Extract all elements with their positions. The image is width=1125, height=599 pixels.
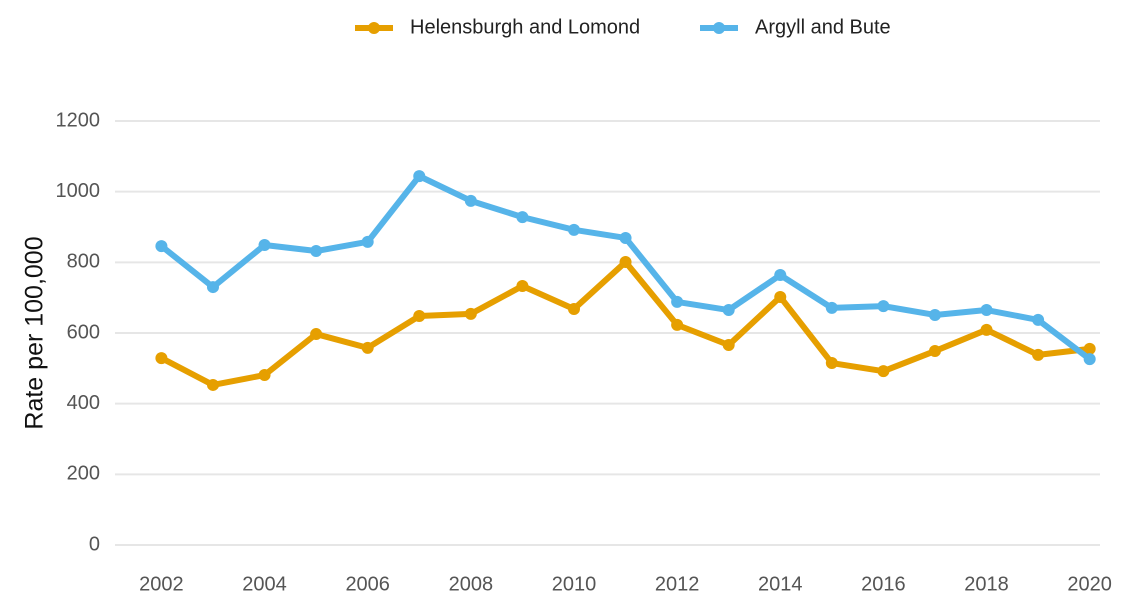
data-point bbox=[567, 223, 580, 236]
data-point bbox=[361, 235, 374, 248]
y-axis-label: Rate per 100,000 bbox=[21, 236, 49, 429]
data-point bbox=[310, 245, 323, 258]
data-point bbox=[155, 240, 168, 253]
data-point bbox=[310, 328, 323, 341]
data-point bbox=[619, 255, 632, 268]
x-tick-label: 2018 bbox=[964, 573, 1009, 595]
x-tick-label: 2014 bbox=[758, 573, 803, 595]
data-point bbox=[413, 170, 426, 183]
y-tick-label: 800 bbox=[67, 251, 100, 273]
data-point bbox=[928, 345, 941, 358]
y-tick-label: 400 bbox=[67, 392, 100, 414]
data-point bbox=[1032, 348, 1045, 361]
data-point bbox=[567, 302, 580, 315]
y-tick-label: 1000 bbox=[56, 180, 101, 202]
data-point bbox=[722, 304, 735, 317]
data-point bbox=[206, 281, 219, 294]
data-point bbox=[1032, 313, 1045, 326]
data-point bbox=[516, 280, 529, 293]
data-point bbox=[774, 269, 787, 282]
y-tick-label: 200 bbox=[67, 463, 100, 485]
x-tick-label: 2012 bbox=[655, 573, 700, 595]
data-point bbox=[516, 211, 529, 224]
legend-label: Argyll and Bute bbox=[755, 16, 891, 38]
x-tick-label: 2008 bbox=[449, 573, 494, 595]
y-tick-label: 1200 bbox=[56, 109, 101, 131]
data-point bbox=[877, 300, 890, 313]
data-point bbox=[361, 341, 374, 354]
legend-swatch-dot bbox=[368, 22, 380, 34]
data-point bbox=[825, 301, 838, 314]
series-line bbox=[160, 258, 1091, 388]
x-tick-label: 2010 bbox=[552, 573, 597, 595]
data-point bbox=[671, 295, 684, 308]
data-point bbox=[619, 231, 632, 244]
data-point bbox=[671, 318, 684, 331]
x-tick-label: 2006 bbox=[345, 573, 390, 595]
data-point bbox=[464, 307, 477, 320]
x-tick-label: 2020 bbox=[1067, 573, 1112, 595]
data-point bbox=[722, 339, 735, 352]
x-tick-label: 2004 bbox=[242, 573, 287, 595]
data-point bbox=[980, 304, 993, 317]
data-point bbox=[825, 357, 838, 370]
data-point bbox=[464, 194, 477, 207]
data-point bbox=[774, 290, 787, 303]
data-point bbox=[980, 323, 993, 336]
legend-swatch-dot bbox=[713, 22, 725, 34]
y-tick-label: 0 bbox=[89, 533, 100, 555]
data-point bbox=[877, 365, 890, 378]
data-point bbox=[1083, 342, 1096, 355]
y-tick-label: 600 bbox=[67, 321, 100, 343]
data-point bbox=[1083, 353, 1096, 366]
x-tick-label: 2016 bbox=[861, 573, 906, 595]
data-point bbox=[258, 239, 271, 252]
data-point bbox=[258, 369, 271, 382]
data-point bbox=[206, 378, 219, 391]
data-point bbox=[155, 352, 168, 365]
data-point bbox=[928, 308, 941, 321]
data-point bbox=[413, 310, 426, 323]
legend-label: Helensburgh and Lomond bbox=[410, 16, 640, 38]
x-tick-label: 2002 bbox=[139, 573, 184, 595]
